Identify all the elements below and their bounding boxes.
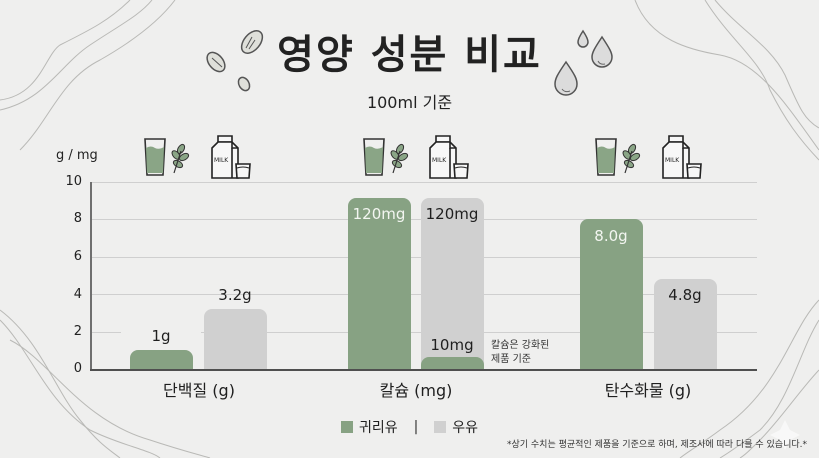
- y-tick: 10: [65, 174, 82, 189]
- chart-legend: 귀리유 | 우유: [0, 417, 819, 437]
- y-tick: 2: [73, 324, 82, 339]
- y-tick: 6: [73, 249, 82, 264]
- oat-seeds-icon: [206, 30, 264, 92]
- bar-calcium-oat-unfortified: [421, 357, 484, 369]
- value-label-carbs-oat: 8.0g: [594, 227, 628, 245]
- page-title: 영양 성분 비교: [277, 32, 542, 78]
- milk-carton-icon: MILK: [211, 135, 251, 179]
- oat-milk-glass-icon: [363, 138, 409, 176]
- bar-carbs-oat: [580, 219, 643, 369]
- category-label-protein: 단백질 (g): [163, 381, 235, 400]
- footnote: *상기 수치는 평균적인 제품을 기준으로 하며, 제조사에 따라 다를 수 있…: [506, 440, 807, 450]
- bar-calcium-oat: [348, 198, 411, 369]
- category-label-calcium: 칼슘 (mg): [379, 381, 453, 400]
- milk-carton-icon: MILK: [662, 135, 702, 179]
- value-label-calcium-oat: 120mg: [352, 205, 406, 223]
- bar-carbs-milk: [654, 279, 717, 369]
- legend-swatch-milk: [434, 421, 447, 433]
- x-axis: [90, 369, 757, 371]
- milk-carton-icon: MILK: [429, 135, 469, 179]
- gridline: [91, 182, 757, 183]
- calcium-note-line: 칼슘은 강화된: [491, 340, 550, 351]
- svg-text:MILK: MILK: [214, 157, 229, 164]
- oat-milk-glass-icon: [144, 138, 190, 176]
- value-label-calcium-milk: 120mg: [425, 205, 479, 223]
- y-tick: 0: [73, 361, 82, 376]
- value-label-protein-milk: 3.2g: [218, 286, 252, 304]
- calcium-note: 칼슘은 강화된 제품 기준: [491, 339, 549, 367]
- value-label-carbs-milk: 4.8g: [668, 286, 702, 304]
- y-tick: 8: [73, 211, 82, 226]
- legend-separator: |: [413, 419, 419, 435]
- bar-calcium-milk: [421, 198, 484, 369]
- bar-protein-milk: [204, 309, 267, 369]
- bar-protein-oat: [130, 350, 193, 369]
- y-axis: [90, 182, 92, 370]
- y-tick: 4: [73, 287, 82, 302]
- calcium-note-line: 제품 기준: [491, 354, 531, 365]
- svg-text:MILK: MILK: [432, 157, 447, 164]
- category-label-carbs: 탄수화물 (g): [604, 381, 692, 400]
- value-label-calcium-oat-unfortified: 10mg: [430, 336, 474, 354]
- legend-label-oat: 귀리유: [358, 420, 398, 436]
- page-subtitle: 100ml 기준: [366, 93, 453, 112]
- svg-text:MILK: MILK: [665, 157, 680, 164]
- y-axis-unit-label: g / mg: [56, 148, 98, 163]
- legend-label-milk: 우유: [452, 420, 479, 436]
- legend-swatch-oat: [340, 421, 353, 433]
- oat-milk-glass-icon: [595, 138, 641, 176]
- water-droplets-icon: [554, 29, 613, 96]
- value-label-protein-oat: 1g: [121, 327, 201, 345]
